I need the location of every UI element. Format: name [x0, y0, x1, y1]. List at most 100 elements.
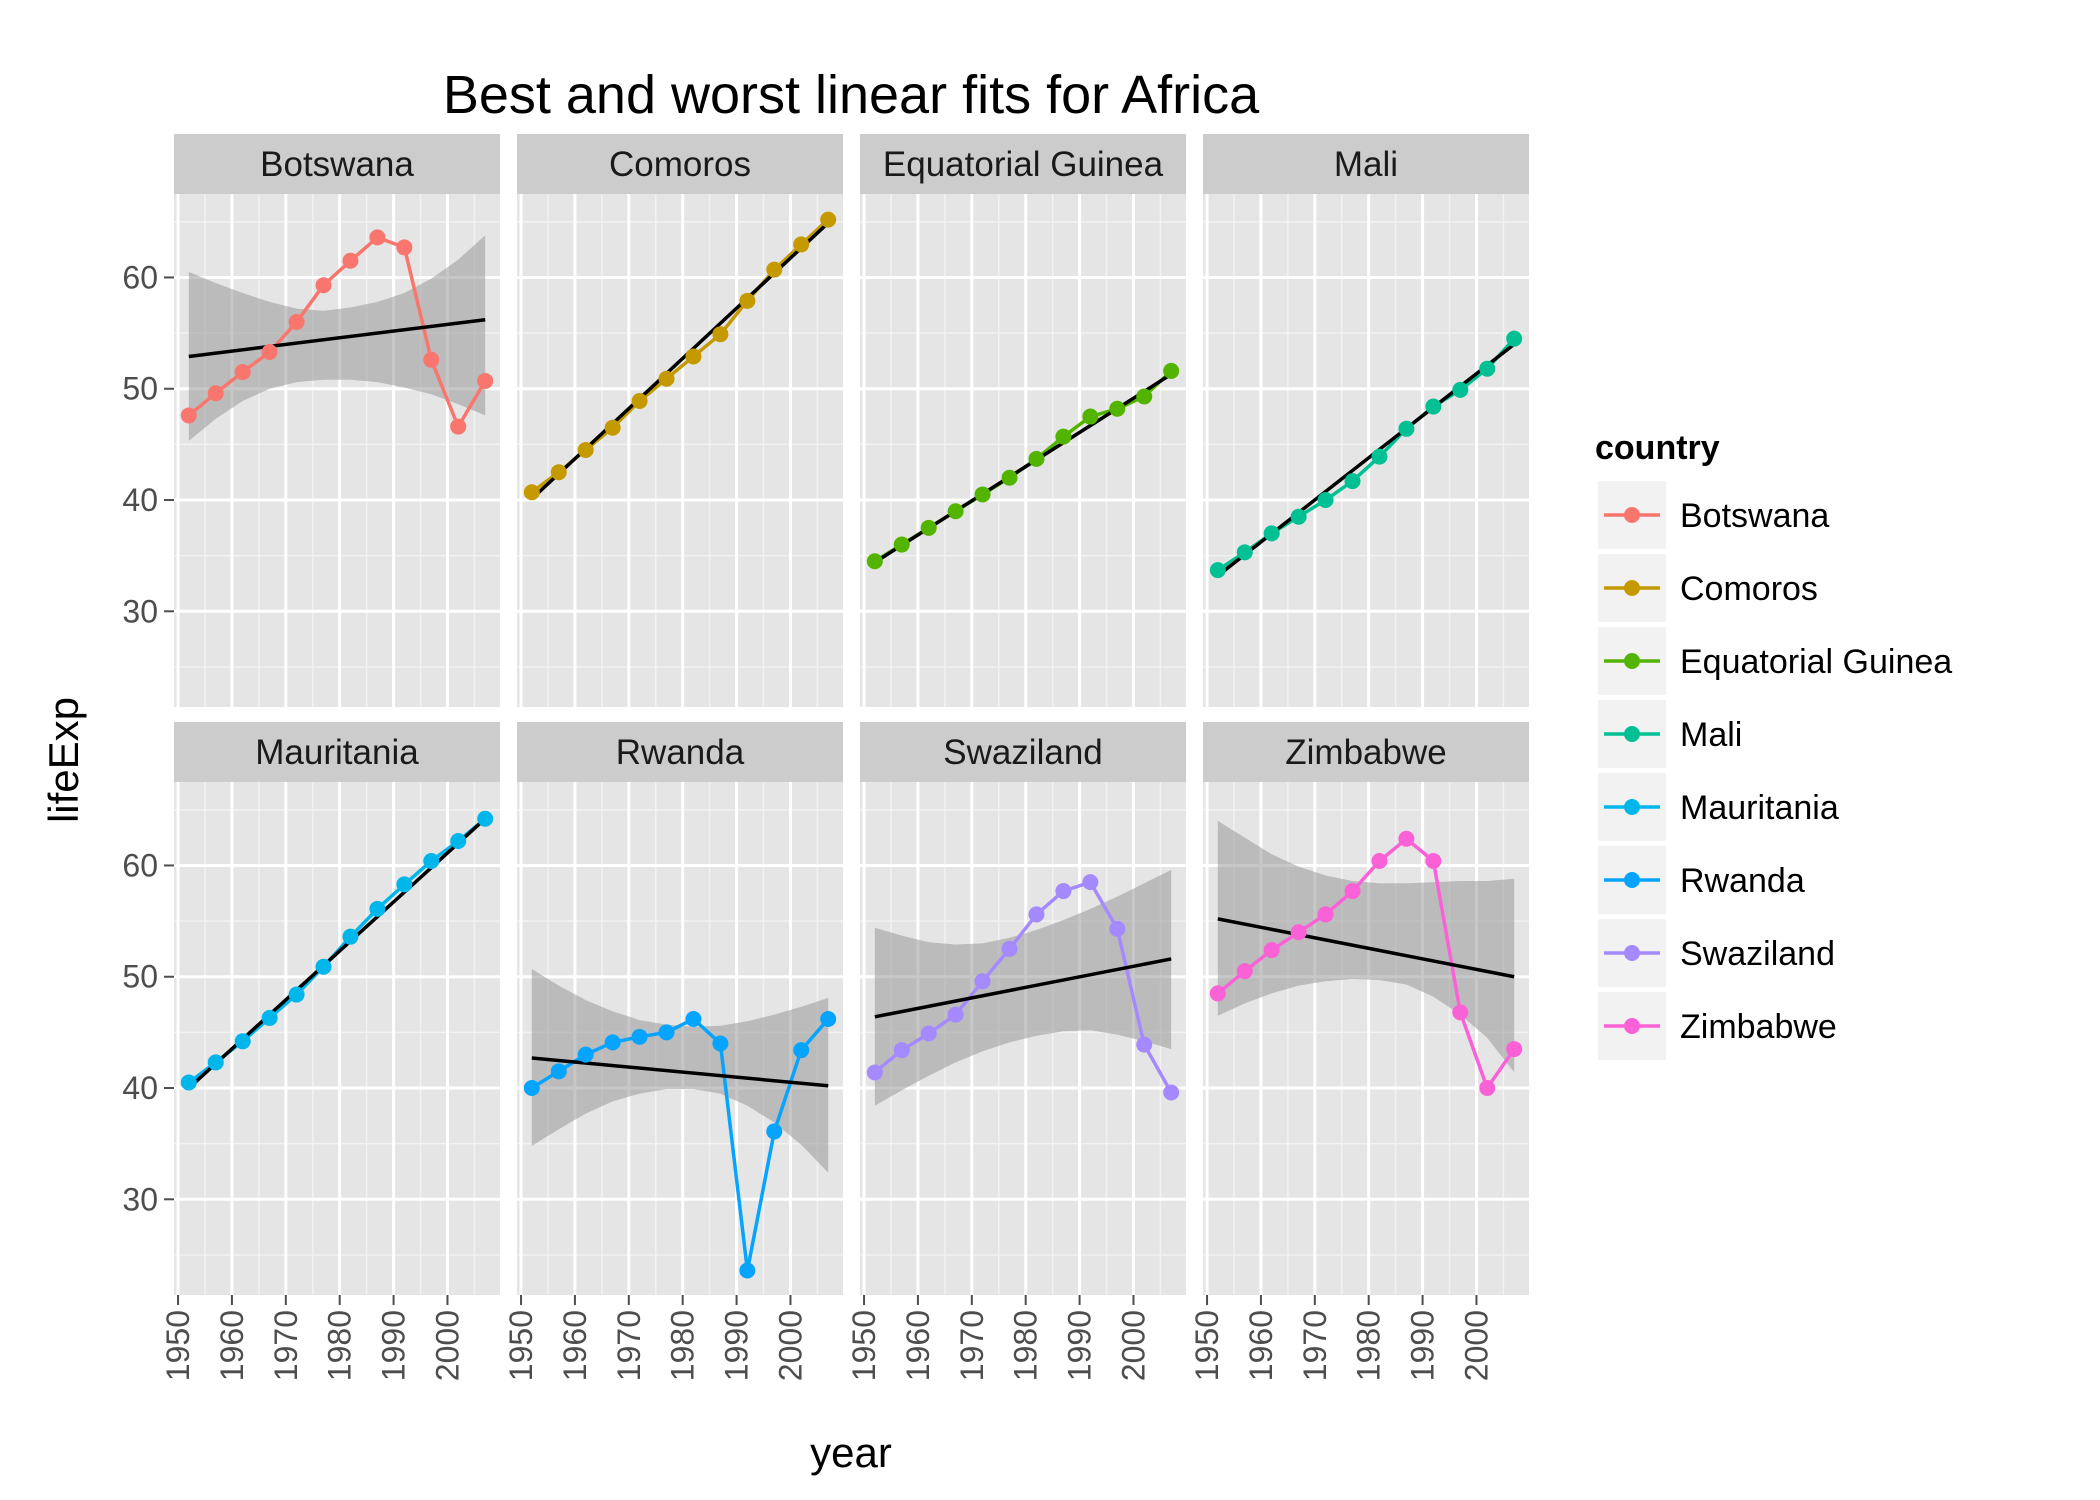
data-point	[1236, 544, 1253, 561]
data-point	[450, 832, 467, 849]
data-point	[766, 261, 783, 278]
data-point	[1317, 906, 1334, 923]
legend-key-point	[1624, 1018, 1640, 1034]
data-point	[1209, 985, 1226, 1002]
data-point	[685, 1011, 702, 1028]
facet-strip	[860, 722, 1186, 782]
data-point	[396, 876, 413, 893]
data-point	[423, 351, 440, 368]
facet-strip	[517, 722, 843, 782]
data-point	[477, 372, 494, 389]
data-point	[1317, 492, 1334, 509]
data-point	[1290, 508, 1307, 525]
data-point	[1344, 473, 1361, 490]
data-point	[577, 1046, 594, 1063]
facet-strip-label: Swaziland	[943, 733, 1103, 772]
x-tick-label: 2000	[773, 1310, 809, 1381]
data-point	[1425, 398, 1442, 415]
y-axis-title: lifeExp	[40, 697, 87, 823]
data-point	[920, 1025, 937, 1042]
data-point	[261, 344, 278, 361]
data-point	[820, 211, 837, 228]
data-point	[261, 1009, 278, 1026]
y-tick-label: 40	[122, 1070, 158, 1106]
data-point	[423, 853, 440, 870]
data-point	[974, 973, 991, 990]
legend-key-point	[1624, 653, 1640, 669]
data-point	[793, 1042, 810, 1059]
panel-background	[517, 194, 843, 707]
data-point	[974, 486, 991, 503]
data-point	[1263, 525, 1280, 542]
facet-panel-comoros: Comoros	[517, 134, 843, 707]
facet-strip	[174, 134, 500, 194]
data-point	[1001, 469, 1018, 486]
legend-item-comoros: Comoros	[1598, 554, 1818, 622]
data-point	[1028, 906, 1045, 923]
data-point	[315, 277, 332, 294]
data-point	[1163, 1084, 1180, 1101]
data-point	[1236, 963, 1253, 980]
facet-strip-label: Equatorial Guinea	[883, 145, 1164, 184]
data-point	[793, 236, 810, 253]
data-point	[1398, 830, 1415, 847]
data-point	[1290, 924, 1307, 941]
data-point	[477, 810, 494, 827]
legend-label: Equatorial Guinea	[1680, 643, 1952, 681]
legend-item-swaziland: Swaziland	[1598, 919, 1835, 987]
panel-background	[1203, 194, 1529, 707]
data-point	[1263, 942, 1280, 959]
x-tick-label: 1970	[1297, 1310, 1333, 1381]
data-point	[631, 392, 648, 409]
legend-label: Swaziland	[1680, 935, 1835, 973]
data-point	[766, 1123, 783, 1140]
data-point	[1479, 1080, 1496, 1097]
data-point	[1371, 853, 1388, 870]
panel-background	[174, 782, 500, 1295]
facet-panel-zimbabwe: Zimbabwe	[1203, 722, 1529, 1295]
linear-fit-line	[188, 318, 486, 359]
facet-panel-equatorial-guinea: Equatorial Guinea	[860, 134, 1186, 707]
data-point	[893, 536, 910, 553]
data-point	[1163, 362, 1180, 379]
facet-panel-mauritania: Mauritania	[174, 722, 500, 1295]
x-tick-label: 1990	[1062, 1310, 1098, 1381]
data-point	[396, 239, 413, 256]
x-tick-label: 1960	[900, 1310, 936, 1381]
x-tick-label: 1970	[268, 1310, 304, 1381]
facet-strip	[174, 722, 500, 782]
data-point	[1506, 1041, 1523, 1058]
linear-fit-line	[874, 957, 1172, 1019]
x-tick-label: 1990	[1405, 1310, 1441, 1381]
x-tick-label: 1950	[503, 1310, 539, 1381]
data-point	[550, 1063, 567, 1080]
data-point	[1136, 1036, 1153, 1053]
legend-item-botswana: Botswana	[1598, 481, 1829, 549]
data-point	[288, 986, 305, 1003]
data-point	[1506, 330, 1523, 347]
linear-fit-line	[531, 1056, 829, 1088]
chart-title: Best and worst linear fits for Africa	[443, 65, 1260, 125]
data-point	[1479, 360, 1496, 377]
data-point	[658, 370, 675, 387]
data-point	[577, 441, 594, 458]
x-tick-label: 1990	[719, 1310, 755, 1381]
facet-strip	[1203, 722, 1529, 782]
data-point	[1371, 448, 1388, 465]
x-tick-label: 1960	[1243, 1310, 1279, 1381]
data-point	[1452, 1004, 1469, 1021]
data-point	[342, 928, 359, 945]
x-tick-label: 1950	[846, 1310, 882, 1381]
x-tick-label: 1970	[954, 1310, 990, 1381]
legend-label: Botswana	[1680, 497, 1829, 535]
legend-key-point	[1624, 872, 1640, 888]
data-point	[1082, 408, 1099, 425]
facet-strip-label: Botswana	[260, 145, 414, 184]
linear-fit-line	[1217, 917, 1515, 979]
x-tick-label: 1980	[322, 1310, 358, 1381]
legend-label: Comoros	[1680, 570, 1818, 608]
legend-key-point	[1624, 580, 1640, 596]
facet-strip-label: Mauritania	[255, 733, 419, 772]
panel-background	[860, 194, 1186, 707]
